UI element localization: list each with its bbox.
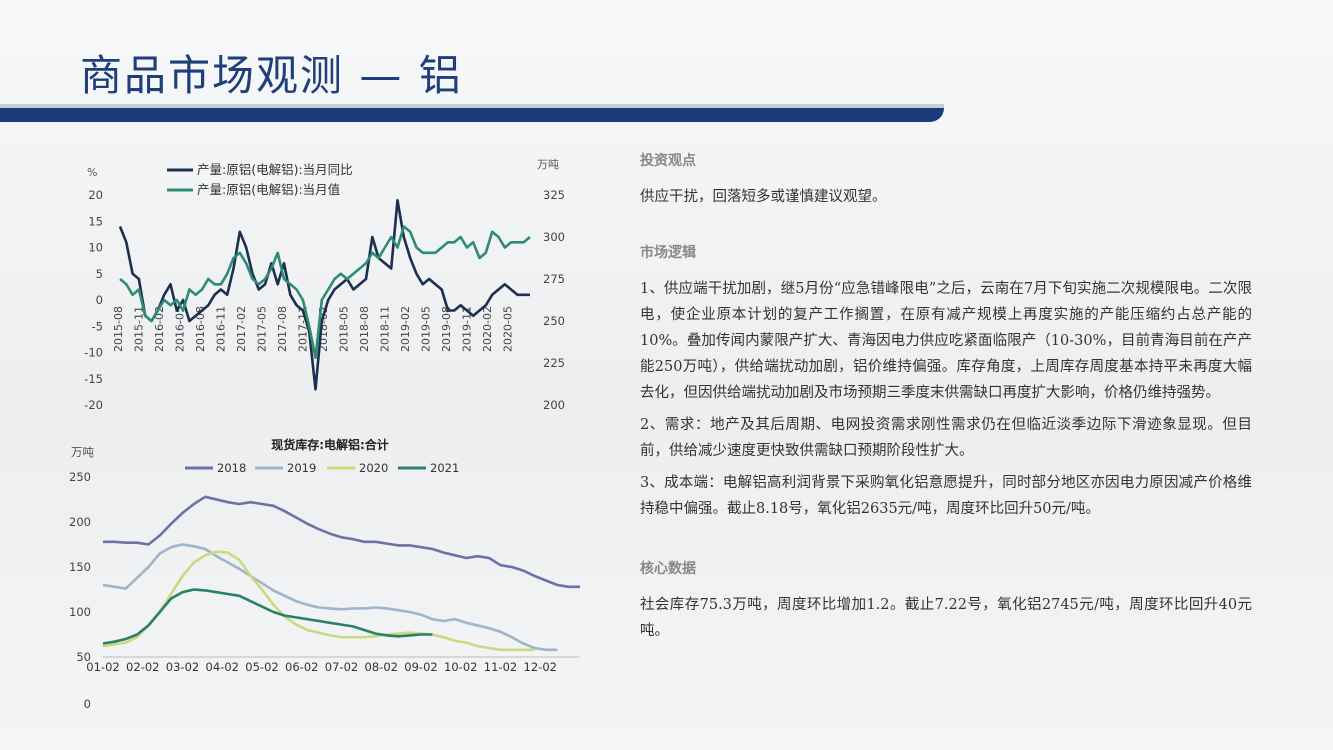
x-tick-label: 2018-05 bbox=[338, 306, 351, 352]
x-tick-label: 02-02 bbox=[126, 660, 159, 674]
section-heading: 市场逻辑 bbox=[640, 245, 696, 261]
section-logic: 市场逻辑 1、供应端干扰加剧，继5月份“应急错峰限电”之后，云南在7月下旬实施二… bbox=[640, 240, 1252, 522]
legend-label: 2019 bbox=[287, 461, 316, 475]
y2-tick-label: 225 bbox=[543, 356, 565, 370]
x-tick-label: 10-02 bbox=[444, 660, 477, 674]
series-line bbox=[119, 225, 531, 360]
x-tick-label: 2019-11 bbox=[461, 306, 474, 352]
y-tick-label: 200 bbox=[69, 515, 91, 529]
page-title: 商品市场观测 — 铝 bbox=[80, 51, 463, 100]
chart-title: 现货库存:电解铝:合计 bbox=[271, 437, 389, 452]
x-tick-label: 2019-05 bbox=[420, 306, 433, 352]
y-tick-label: 0 bbox=[96, 293, 103, 307]
section-paragraph: 2、需求：地产及其后周期、电网投资需求刚性需求仍在但临近淡季边际下滑迹象显现。但… bbox=[640, 417, 1252, 459]
legend-label: 2018 bbox=[217, 461, 246, 475]
x-tick-label: 11-02 bbox=[484, 660, 517, 674]
x-tick-label: 2019-08 bbox=[440, 306, 453, 352]
legend-label: 2020 bbox=[359, 461, 388, 475]
x-tick-label: 2016-11 bbox=[215, 306, 228, 352]
x-tick-label: 04-02 bbox=[206, 660, 239, 674]
x-tick-label: 2015-11 bbox=[133, 306, 146, 352]
y-tick-label: 15 bbox=[88, 214, 103, 228]
x-tick-label: 2019-02 bbox=[399, 306, 412, 352]
x-tick-label: 2017-05 bbox=[256, 306, 269, 352]
x-tick-label: 2020-05 bbox=[502, 306, 515, 352]
legend-label: 2021 bbox=[430, 461, 459, 475]
x-tick-label: 2018-08 bbox=[358, 306, 371, 352]
x-tick-label: 2015-08 bbox=[112, 306, 125, 352]
series-line bbox=[103, 495, 580, 589]
section-heading: 核心数据 bbox=[640, 561, 696, 577]
y-tick-label: 150 bbox=[69, 560, 91, 574]
y2-tick-label: 250 bbox=[543, 314, 565, 328]
y-tick-label: 5 bbox=[96, 267, 103, 281]
x-tick-label: 2017-02 bbox=[235, 306, 248, 352]
y-tick-label: 20 bbox=[88, 188, 103, 202]
series-line bbox=[102, 588, 433, 645]
series-line bbox=[102, 550, 535, 652]
x-tick-label: 2018-11 bbox=[379, 306, 392, 352]
x-tick-label: 12-02 bbox=[524, 660, 557, 674]
y-tick-label: -5 bbox=[92, 319, 103, 333]
production-chart: % 万吨 20 15 10 5 0 -5 -10 -15 -20 325 300 275 250 225 200… bbox=[84, 158, 565, 412]
section-investment: 投资观点 供应干扰，回落短多或谨慎建议观望。 bbox=[640, 148, 1252, 210]
header-band bbox=[0, 108, 944, 122]
y-tick-label: 0 bbox=[84, 697, 91, 711]
right-axis-unit: 万吨 bbox=[537, 158, 559, 171]
section-paragraph: 1、供应端干扰加剧，继5月份“应急错峰限电”之后，云南在7月下旬实施二次规模限电… bbox=[640, 281, 1252, 401]
y-tick-label: 250 bbox=[69, 470, 91, 484]
y-tick-label: 50 bbox=[76, 650, 91, 664]
legend-label: 产量:原铝(电解铝):当月同比 bbox=[197, 162, 353, 177]
x-tick-label: 2016-02 bbox=[153, 306, 166, 352]
left-axis-unit: % bbox=[87, 166, 97, 179]
x-tick-label: 05-02 bbox=[245, 660, 278, 674]
x-tick-label: 2016-08 bbox=[194, 306, 207, 352]
header-accent-line bbox=[0, 104, 944, 108]
section-paragraph: 供应干扰，回落短多或谨慎建议观望。 bbox=[640, 189, 887, 205]
series-line bbox=[118, 198, 530, 391]
x-tick-label: 01-02 bbox=[86, 660, 119, 674]
legend-label: 产量:原铝(电解铝):当月值 bbox=[197, 182, 340, 197]
x-tick-label: 2017-08 bbox=[276, 306, 289, 352]
y2-tick-label: 200 bbox=[543, 398, 565, 412]
x-tick-label: 08-02 bbox=[365, 660, 398, 674]
y-tick-label: -20 bbox=[84, 398, 103, 412]
x-tick-label: 03-02 bbox=[166, 660, 199, 674]
x-tick-label: 2016-05 bbox=[174, 306, 187, 352]
x-tick-label: 07-02 bbox=[325, 660, 358, 674]
y-tick-label: -15 bbox=[84, 372, 103, 386]
y2-tick-label: 300 bbox=[543, 230, 565, 244]
y-tick-label: 10 bbox=[88, 241, 103, 255]
y-axis-unit: 万吨 bbox=[71, 445, 94, 459]
section-paragraph: 3、成本端：电解铝高利润背景下采购氧化铝意愿提升，同时部分地区亦因电力原因减产价… bbox=[640, 475, 1252, 517]
y2-tick-label: 275 bbox=[543, 272, 565, 286]
section-core-data: 核心数据 社会库存75.3万吨，周度环比增加1.2。截止7.22号，氧化铝274… bbox=[640, 556, 1252, 644]
x-tick-label: 09-02 bbox=[404, 660, 437, 674]
y2-tick-label: 325 bbox=[543, 188, 565, 202]
section-paragraph: 社会库存75.3万吨，周度环比增加1.2。截止7.22号，氧化铝2745元/吨，… bbox=[640, 597, 1252, 639]
section-heading: 投资观点 bbox=[640, 153, 696, 169]
x-tick-label: 06-02 bbox=[285, 660, 318, 674]
series-line bbox=[102, 543, 558, 652]
y-tick-label: -10 bbox=[84, 346, 103, 360]
y-tick-label: 100 bbox=[69, 605, 91, 619]
x-tick-label: 2020-02 bbox=[481, 306, 494, 352]
analysis-panel: 投资观点 供应干扰，回落短多或谨慎建议观望。 市场逻辑 1、供应端干扰加剧，继5… bbox=[640, 148, 1252, 644]
